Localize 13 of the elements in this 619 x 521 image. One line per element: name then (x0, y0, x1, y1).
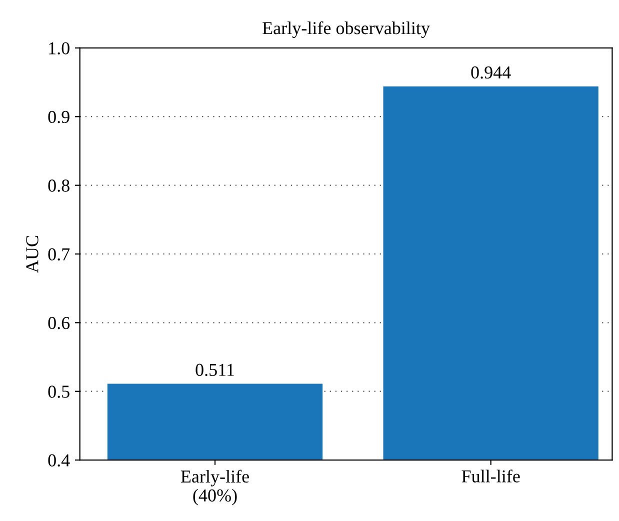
y-tick-label: 0.8 (48, 180, 70, 192)
chart-title: Early-life observability (262, 21, 430, 38)
y-axis-title: AUC (26, 236, 38, 273)
y-tick-label: 0.7 (48, 248, 70, 261)
data-label: 0.511 (196, 364, 234, 376)
x-tick-label: Early-life (40%) (180, 470, 249, 506)
y-tick-label: 0.9 (48, 110, 70, 124)
y-tick-label: 0.5 (48, 386, 70, 398)
y-tick-label: 1.0 (49, 42, 70, 54)
data-label: 0.944 (471, 66, 511, 79)
y-tick-label: 0.4 (48, 454, 70, 467)
x-tick-label: Full-life (462, 470, 520, 482)
y-tick-label: 0.6 (48, 316, 70, 330)
